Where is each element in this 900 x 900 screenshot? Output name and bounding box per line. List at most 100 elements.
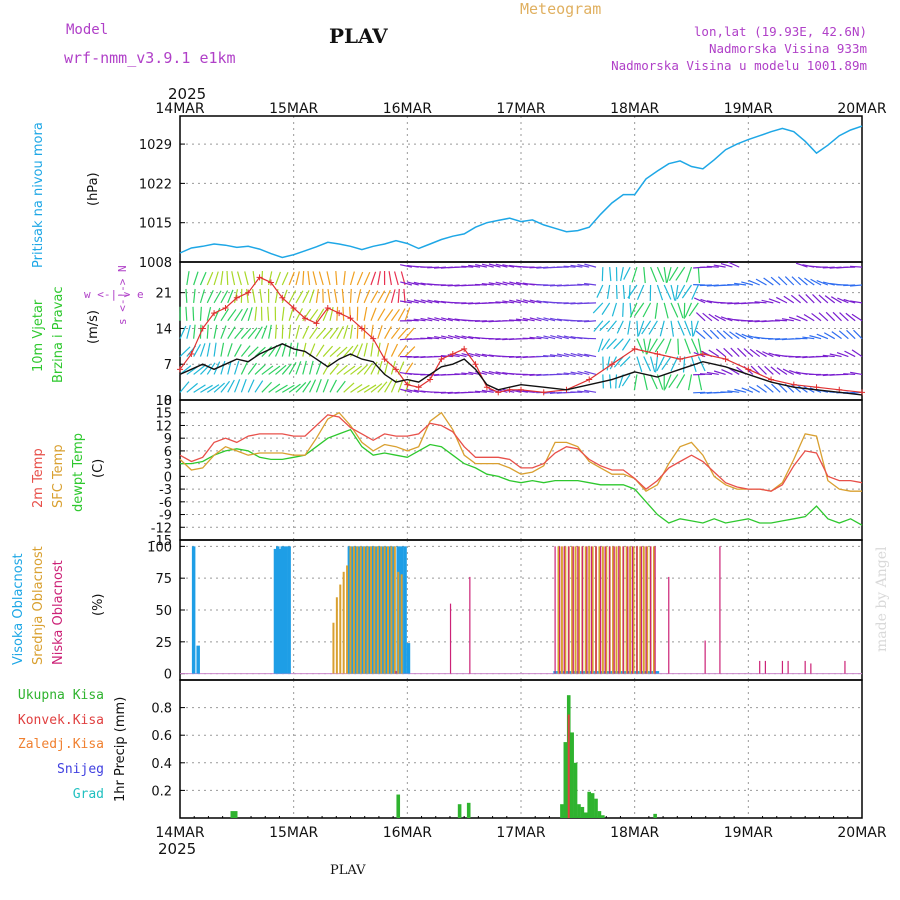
- wind-vector: [764, 365, 774, 375]
- cloud-high-bar: [364, 546, 369, 674]
- wind-vector: [811, 312, 822, 322]
- pressure-unit: (hPa): [86, 172, 101, 206]
- wind-vector: [825, 311, 836, 322]
- wind-vector: [363, 324, 366, 339]
- wind-vector: [849, 265, 863, 268]
- wind-vector: [570, 371, 583, 376]
- wind-vector: [529, 299, 542, 304]
- wind-vector: [609, 374, 612, 389]
- wind-vector: [741, 281, 754, 286]
- wind-vector: [607, 320, 617, 332]
- wind-vector: [729, 331, 740, 340]
- wind-vector: [302, 380, 312, 393]
- wind-vector: [584, 370, 597, 376]
- wind-vector: [474, 283, 487, 286]
- wind-vector: [240, 378, 247, 393]
- cloud-low-bar: [668, 576, 670, 674]
- cloud-high-bar: [391, 546, 396, 674]
- wind-vector: [226, 270, 229, 286]
- cloud-mid-bar: [387, 546, 390, 674]
- wind-vector: [723, 347, 733, 357]
- wind-vector: [747, 320, 760, 323]
- wind-vector: [843, 298, 856, 304]
- cloud-low-bar: [764, 660, 766, 674]
- wind-vector: [648, 320, 658, 335]
- wind-vector: [543, 335, 556, 340]
- wind-vector: [676, 374, 686, 389]
- wind-vector: [220, 290, 229, 304]
- wind-vector: [677, 338, 680, 355]
- wind-vector: [179, 381, 190, 393]
- wind-vector: [674, 284, 679, 301]
- wind-vector: [684, 338, 691, 354]
- wind-vector: [606, 356, 611, 371]
- wind-vector: [616, 320, 624, 334]
- wind-vector: [797, 276, 808, 286]
- precip-legend-snow: Snijeg: [57, 762, 104, 777]
- wind-vector: [336, 346, 348, 357]
- wind-vector: [702, 329, 713, 340]
- wind-vector: [783, 295, 795, 304]
- wind-vector: [661, 356, 672, 371]
- cloud-mid-bar: [646, 546, 649, 674]
- wind-vector: [384, 360, 389, 375]
- wind-vector: [692, 320, 699, 337]
- wind-vector: [247, 362, 257, 375]
- station-title: PLAV: [329, 24, 388, 48]
- wind-gust-marker: [188, 351, 195, 357]
- temp-ylabel-dewpt: dewpt Temp: [71, 433, 86, 512]
- wind-vector: [642, 302, 652, 318]
- wind-vector: [728, 261, 740, 268]
- wind-vector: [798, 294, 808, 304]
- wind-vector: [619, 356, 631, 367]
- cloud-low-bar: [645, 546, 647, 674]
- x-tick-label-top: 19MAR: [724, 101, 773, 117]
- wind-vector: [281, 271, 289, 286]
- cloud-low-bar: [590, 546, 593, 674]
- wind-vector: [627, 320, 631, 335]
- cloud-ylabel-mid: Srednja Oblacnost: [31, 546, 46, 665]
- wind-vector: [836, 351, 849, 358]
- cloud-high-bar: [278, 548, 282, 674]
- x-tick-label-top: 18MAR: [610, 101, 659, 117]
- wind-vector: [302, 290, 310, 304]
- wind-vector: [837, 297, 849, 304]
- wind-vector: [234, 327, 244, 340]
- wind-gust-marker: [370, 335, 377, 342]
- wind-vector: [252, 271, 256, 286]
- wind-vector: [829, 353, 842, 358]
- wind-vector: [309, 326, 319, 340]
- wind-vector: [556, 373, 569, 376]
- wind-vector: [246, 288, 249, 303]
- wind-vector: [597, 338, 604, 353]
- wind-vector: [755, 278, 767, 286]
- precip-unit: 1hr Precip (mm): [113, 697, 128, 802]
- wind-vector: [447, 317, 460, 322]
- wind-vector: [288, 271, 295, 286]
- wind-vector: [267, 306, 270, 321]
- cloud-mid-bar: [564, 546, 567, 674]
- wind-vector: [708, 349, 720, 358]
- wind-gust-marker: [608, 361, 615, 368]
- wind-gust-marker: [199, 325, 206, 332]
- wind-vector: [802, 336, 815, 340]
- wind-vector: [213, 271, 219, 286]
- wind-vector: [702, 312, 713, 322]
- wind-vector: [247, 327, 258, 340]
- wind-vector: [370, 342, 374, 357]
- cloud-mid-bar: [390, 546, 393, 674]
- wind-vector: [377, 290, 386, 304]
- wind-vector: [400, 388, 413, 393]
- wind-vector: [770, 276, 781, 286]
- wind-vector: [684, 302, 693, 318]
- wind-vector: [818, 294, 829, 304]
- wind-vector: [810, 278, 822, 286]
- wind-vector: [393, 271, 399, 286]
- wind-vector: [737, 347, 747, 357]
- y-tick-label: 100: [147, 540, 172, 555]
- wind-vector: [220, 325, 227, 339]
- wind-gust-marker: [302, 315, 309, 322]
- wind-vector: [687, 374, 693, 391]
- wind-vector: [584, 353, 597, 358]
- wind-vector: [593, 320, 604, 332]
